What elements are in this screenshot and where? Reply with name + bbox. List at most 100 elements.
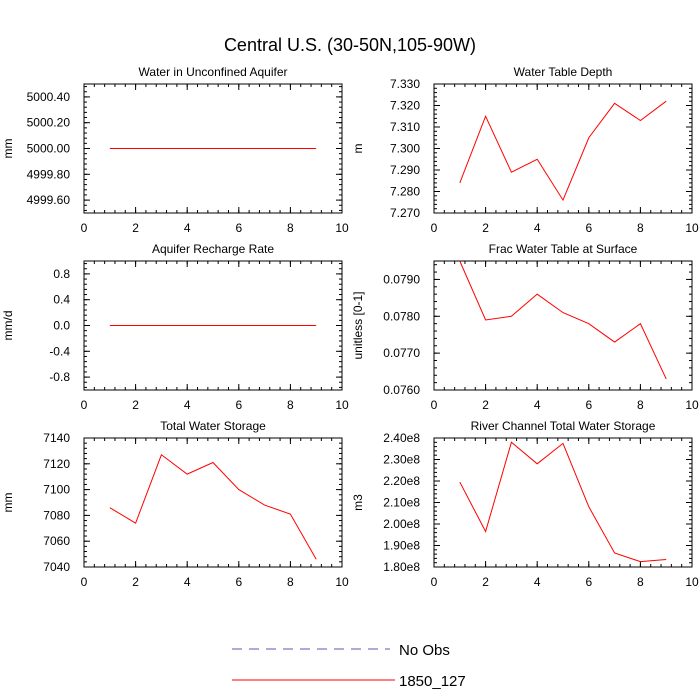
y-tick-label: 2.40e8 (383, 431, 420, 445)
y-tick-label: 7140 (43, 431, 70, 445)
panel-title: Total Water Storage (160, 419, 266, 433)
series-line-1850-127 (459, 100, 667, 202)
panel-title: Aquifer Recharge Rate (152, 242, 274, 256)
x-tick-label: 0 (81, 398, 88, 412)
x-tick-label: 10 (685, 575, 699, 589)
y-axis-label: mm/d (1, 311, 15, 341)
y-tick-label: 7120 (43, 457, 70, 471)
y-tick-label: 1.80e8 (383, 560, 420, 574)
x-tick-label: 6 (235, 575, 242, 589)
y-tick-label: 0.0790 (383, 272, 420, 286)
plot-frame (83, 437, 343, 568)
y-tick-label: 5000.40 (27, 90, 71, 104)
y-tick-label: 0.8 (53, 267, 70, 281)
y-tick-label: 4999.60 (27, 193, 71, 207)
x-tick-label: 10 (685, 221, 699, 235)
y-tick-label: -0.4 (49, 344, 70, 358)
x-tick-label: 0 (431, 221, 438, 235)
y-tick-label: 0.0770 (383, 346, 420, 360)
legend-item-1850-127: 1850_127 (232, 673, 466, 690)
x-tick-label: 6 (235, 221, 242, 235)
x-tick-label: 10 (335, 575, 349, 589)
x-tick-label: 0 (431, 575, 438, 589)
series-line-1850-127 (109, 453, 317, 560)
x-tick-label: 8 (287, 398, 294, 412)
y-tick-label: 7100 (43, 483, 70, 497)
panel-frac-water-table-at-surface: Frac Water Table at Surface unitless [0-1… (351, 242, 699, 412)
legend: No Obs 1850_127 (232, 642, 466, 690)
x-tick-label: 2 (132, 575, 139, 589)
x-tick-label: 8 (287, 221, 294, 235)
x-tick-label: 0 (431, 398, 438, 412)
y-tick-label: 7.320 (390, 99, 420, 113)
plot-frame (433, 260, 693, 391)
x-tick-label: 10 (685, 398, 699, 412)
legend-label-1850-127: 1850_127 (399, 673, 466, 690)
x-tick-label: 2 (132, 398, 139, 412)
y-tick-label: 2.20e8 (383, 474, 420, 488)
y-tick-label: 7080 (43, 508, 70, 522)
y-tick-label: 7.330 (390, 77, 420, 91)
y-tick-label: 7040 (43, 560, 70, 574)
y-tick-label: 4999.80 (27, 167, 71, 181)
y-tick-label: 2.30e8 (383, 453, 420, 467)
x-tick-label: 4 (534, 221, 541, 235)
legend-item-no-obs: No Obs (232, 642, 450, 659)
x-tick-label: 8 (637, 575, 644, 589)
x-tick-label: 4 (184, 398, 191, 412)
y-axis-label: m (351, 144, 365, 154)
panel-water-in-unconfined-aquifer: Water in Unconfined Aquifer mm 0 2 4 6 8 10 4999… (1, 65, 349, 235)
y-tick-label: 0.0780 (383, 309, 420, 323)
y-tick-label: 7.300 (390, 142, 420, 156)
x-tick-label: 4 (534, 398, 541, 412)
panel-river-channel-total-water-storage: River Channel Total Water Storage m3 0 2 4 6 8… (351, 419, 699, 589)
y-axis-label: mm (1, 493, 15, 513)
panel-water-table-depth: Water Table Depth m 0 2 4 6 8 10 7.270 7.280 7.290… (351, 65, 699, 235)
x-tick-label: 4 (184, 575, 191, 589)
plot-frame (433, 437, 693, 568)
x-tick-label: 2 (482, 221, 489, 235)
x-tick-label: 2 (482, 575, 489, 589)
x-tick-label: 8 (287, 575, 294, 589)
y-tick-label: 7.290 (390, 163, 420, 177)
x-tick-label: 6 (235, 398, 242, 412)
y-tick-label: 0.4 (53, 293, 70, 307)
x-tick-label: 0 (81, 575, 88, 589)
y-tick-label: -0.8 (49, 370, 70, 384)
y-axis-label: unitless [0-1] (351, 291, 365, 359)
x-tick-label: 6 (585, 221, 592, 235)
y-tick-label: 0.0760 (383, 383, 420, 397)
panel-title: Frac Water Table at Surface (489, 242, 638, 256)
y-tick-label: 7.270 (390, 206, 420, 220)
legend-label-no-obs: No Obs (399, 642, 450, 659)
panel-aquifer-recharge-rate: Aquifer Recharge Rate mm/d 0 2 4 6 8 10 -0.8 -0.4… (1, 242, 349, 412)
panel-total-water-storage: Total Water Storage mm 0 2 4 6 8 10 7040 7060 7080… (1, 419, 349, 589)
series-line-1850-127 (459, 441, 667, 563)
x-tick-label: 2 (482, 398, 489, 412)
x-tick-label: 6 (585, 575, 592, 589)
y-tick-label: 7060 (43, 534, 70, 548)
y-tick-label: 7.310 (390, 120, 420, 134)
x-tick-label: 10 (335, 398, 349, 412)
x-tick-label: 6 (585, 398, 592, 412)
y-tick-label: 7.280 (390, 185, 420, 199)
figure-title: Central U.S. (30-50N,105-90W) (224, 35, 476, 55)
y-tick-label: 1.90e8 (383, 539, 420, 553)
x-tick-label: 10 (335, 221, 349, 235)
y-axis-label: m3 (351, 494, 365, 511)
x-tick-label: 4 (184, 221, 191, 235)
y-tick-label: 2.00e8 (383, 517, 420, 531)
panel-title: Water Table Depth (514, 65, 613, 79)
y-tick-label: 5000.00 (27, 142, 71, 156)
y-tick-label: 2.10e8 (383, 496, 420, 510)
panel-title: Water in Unconfined Aquifer (139, 65, 288, 79)
x-tick-label: 2 (132, 221, 139, 235)
y-tick-label: 5000.20 (27, 116, 71, 130)
x-tick-label: 0 (81, 221, 88, 235)
x-tick-label: 8 (637, 398, 644, 412)
y-axis-label: mm (1, 139, 15, 159)
y-tick-label: 0.0 (53, 319, 70, 333)
x-tick-label: 8 (637, 221, 644, 235)
series-line-1850-127 (459, 260, 667, 380)
